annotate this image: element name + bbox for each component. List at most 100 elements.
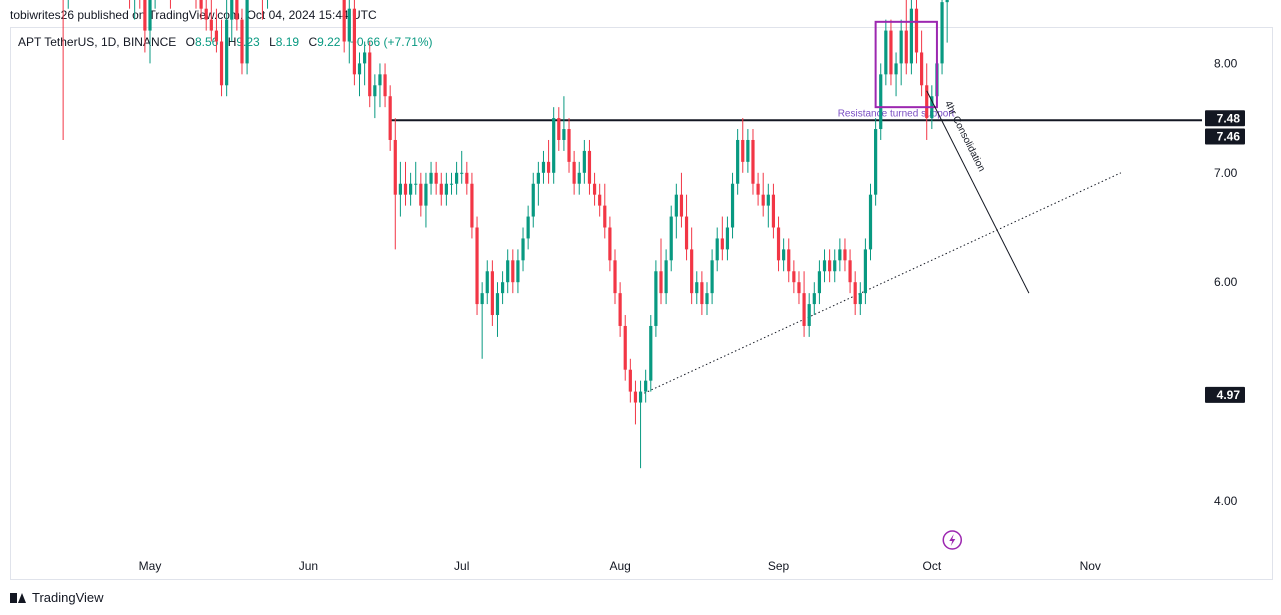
candle-body — [792, 271, 796, 283]
candle-body — [475, 227, 479, 305]
candle-body — [378, 74, 382, 86]
candle-body — [587, 150, 592, 184]
y-tick-label: 6.00 — [1214, 275, 1238, 289]
candle-body — [695, 282, 699, 294]
candle-body — [838, 249, 842, 261]
candle-body — [531, 183, 535, 217]
candle-body — [572, 161, 576, 184]
price-tag-bg — [1205, 386, 1245, 403]
candle-body — [684, 216, 689, 250]
candle-body — [899, 30, 903, 64]
candle-body — [598, 194, 602, 206]
candle-body — [444, 183, 448, 195]
legend-low: 8.19 — [275, 35, 300, 49]
candle-body — [352, 8, 356, 75]
candle-body — [398, 183, 402, 195]
candle-body — [373, 85, 377, 97]
candle-body — [633, 391, 638, 403]
legend-symbol[interactable]: APT — [18, 35, 42, 49]
y-tick-label: 4.00 — [1214, 494, 1238, 508]
candle-body — [557, 118, 561, 140]
candle-body — [725, 227, 730, 250]
candle-body — [879, 74, 883, 130]
candle-body — [925, 85, 929, 119]
consolidation-annotation-text: 4hr Consolidation — [942, 99, 987, 173]
candle-body — [357, 63, 362, 75]
candle-body — [485, 271, 489, 294]
consolidation-annotation-line — [926, 90, 1030, 294]
candle-body — [393, 139, 397, 195]
candle-body — [909, 8, 913, 64]
candle-body — [449, 183, 454, 185]
candle-body — [526, 216, 530, 239]
candle-body — [669, 216, 673, 261]
candle-body — [342, 0, 346, 42]
candle-body — [460, 172, 464, 174]
candle-body — [638, 391, 643, 403]
candle-body — [766, 194, 770, 206]
candle-body — [884, 30, 888, 75]
candle-body — [802, 293, 806, 326]
candle-body — [495, 293, 500, 316]
candle-body — [756, 183, 760, 195]
candle-body — [214, 30, 219, 42]
x-tick-label: Sep — [768, 559, 790, 573]
candle-body — [889, 30, 893, 75]
candle-body — [347, 8, 351, 42]
legend-open-label: O — [185, 35, 195, 49]
candle-body — [383, 74, 387, 97]
tradingview-logo-icon — [10, 592, 26, 603]
candle-body — [409, 183, 413, 195]
symbol-legend: APT TetherUS, 1D, BINANCE O8.56 H9.23 L8… — [18, 35, 433, 49]
candle-body — [807, 304, 811, 326]
candle-body — [736, 139, 740, 184]
candle-body — [700, 282, 704, 305]
consolidation-box — [874, 20, 938, 109]
candle-body — [812, 293, 816, 305]
candle-body — [577, 172, 581, 184]
candle-body — [858, 293, 862, 305]
candle-body — [363, 52, 367, 64]
candle-body — [567, 129, 571, 162]
candle-body — [746, 139, 750, 162]
candle-body — [592, 183, 597, 195]
candle-body — [429, 172, 433, 184]
candle-body — [674, 194, 678, 217]
legend-close-label: C — [308, 35, 318, 49]
candle-body — [536, 172, 540, 184]
chart-frame — [10, 27, 1273, 580]
candle-body — [914, 8, 919, 53]
footer-brand: TradingView — [32, 590, 104, 605]
price-tag-label: 7.48 — [1217, 111, 1241, 125]
candle-body — [782, 249, 786, 261]
candle-body — [465, 172, 469, 184]
candle-body — [787, 249, 791, 272]
x-tick-label: Oct — [922, 559, 941, 573]
y-tick-label: 8.00 — [1214, 56, 1238, 70]
candle-body — [521, 238, 525, 261]
candle-body — [414, 183, 418, 185]
candle-body — [822, 260, 827, 272]
candle-body — [235, 0, 239, 20]
candle-body — [920, 52, 924, 86]
candle-body — [868, 194, 873, 250]
candle-body — [751, 139, 755, 184]
x-tick-label: Aug — [609, 559, 630, 573]
candle-body — [761, 194, 765, 206]
candle-body — [828, 260, 832, 272]
price-tag-label: 7.46 — [1217, 129, 1241, 143]
y-tick-label: 7.00 — [1214, 166, 1238, 180]
candle-body — [480, 293, 484, 305]
candle-body — [613, 260, 617, 294]
candle-body — [403, 183, 408, 195]
candle-body — [230, 0, 234, 20]
candle-body — [541, 161, 546, 173]
x-tick-label: Jun — [299, 559, 318, 573]
legend-open: 8.56 — [194, 35, 219, 49]
candle-body — [225, 19, 229, 86]
candle-body — [582, 150, 586, 173]
candle-body — [511, 260, 515, 283]
candle-body — [562, 129, 566, 140]
candle-body — [710, 260, 714, 294]
